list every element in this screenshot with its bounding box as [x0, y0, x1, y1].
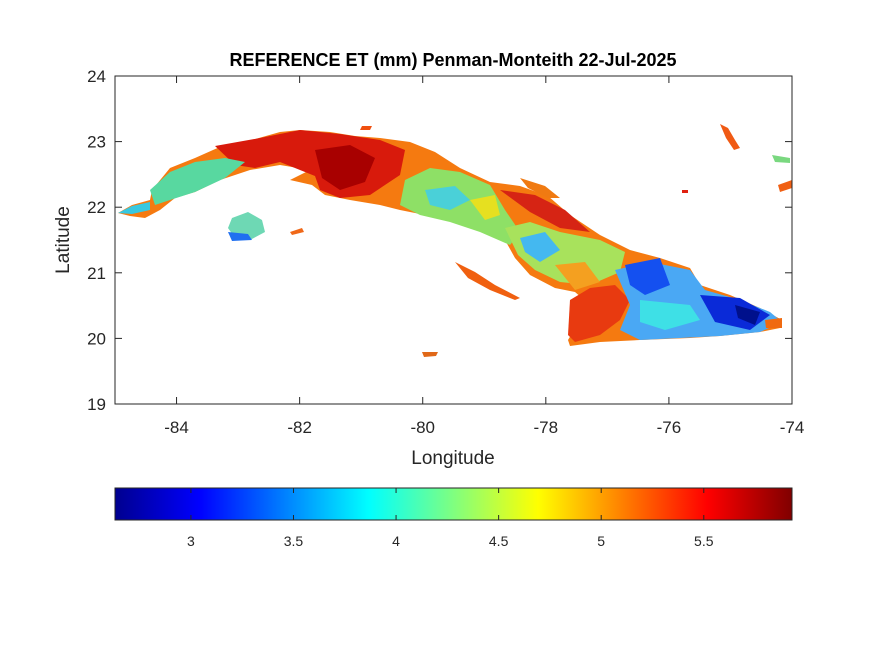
islet-northeast-2: [772, 155, 790, 163]
y-tick-label: 21: [87, 264, 106, 283]
colorbar-tick-label: 3.5: [284, 533, 304, 549]
cay-near-isla: [290, 228, 304, 235]
x-tick-label: -84: [164, 418, 189, 437]
region-east-tip: [765, 318, 782, 328]
region-camaguey-orange: [555, 262, 600, 290]
y-axis-ticks: 19 20 21 22 23 24: [87, 67, 792, 414]
cay-southern-chain: [455, 262, 520, 300]
y-tick-label: 22: [87, 198, 106, 217]
region-eastern-deep-blue: [625, 258, 670, 295]
y-tick-label: 23: [87, 133, 106, 152]
x-tick-label: -80: [410, 418, 435, 437]
region-southwest-oriente: [568, 285, 630, 342]
y-tick-label: 19: [87, 395, 106, 414]
cay-south: [422, 352, 438, 357]
region-western-cool: [150, 158, 245, 205]
colorbar: [114, 487, 793, 521]
colorbar-tick-label: 4: [392, 533, 400, 549]
y-tick-label: 20: [87, 329, 106, 348]
colorbar-tick-label: 5: [597, 533, 605, 549]
islet-north-1: [360, 126, 372, 130]
region-eastern-navy: [735, 305, 760, 325]
islet-north-2: [682, 190, 688, 193]
region-north-coast: [500, 190, 590, 232]
region-eastern-cyan: [640, 300, 700, 330]
plot-area: [115, 76, 792, 404]
x-tick-label: -82: [287, 418, 312, 437]
islet-northeast-1: [720, 124, 740, 150]
colorbar-tick-label: 3: [187, 533, 195, 549]
islet-northeast-3: [778, 180, 792, 192]
x-tick-label: -76: [657, 418, 682, 437]
x-axis-title: Longitude: [411, 448, 494, 469]
cay-north-central: [520, 178, 560, 198]
colorbar-tick-label: 4.5: [489, 533, 509, 549]
region-western-tip: [118, 202, 150, 214]
region-central: [400, 168, 520, 245]
isla-de-la-juventud-south: [228, 232, 252, 241]
cuba-et-map: [118, 124, 792, 357]
region-camaguey-cyan: [520, 232, 560, 262]
x-axis-ticks: -84 -82 -80 -78 -76 -74: [164, 76, 804, 437]
colorbar-tick-label: 5.5: [694, 533, 714, 549]
y-axis-title: Latitude: [53, 206, 74, 274]
plot-title: REFERENCE ET (mm) Penman-Monteith 22-Jul…: [229, 50, 676, 70]
axes-frame: [114, 75, 793, 405]
x-tick-label: -78: [534, 418, 559, 437]
region-dark-red-core: [315, 145, 375, 190]
y-tick-label: 24: [87, 67, 106, 86]
x-tick-label: -74: [780, 418, 805, 437]
colorbar-ticks: 3 3.5 4 4.5 5 5.5: [187, 488, 714, 549]
region-central-cyan: [425, 186, 470, 210]
region-central-yellow: [470, 195, 500, 220]
